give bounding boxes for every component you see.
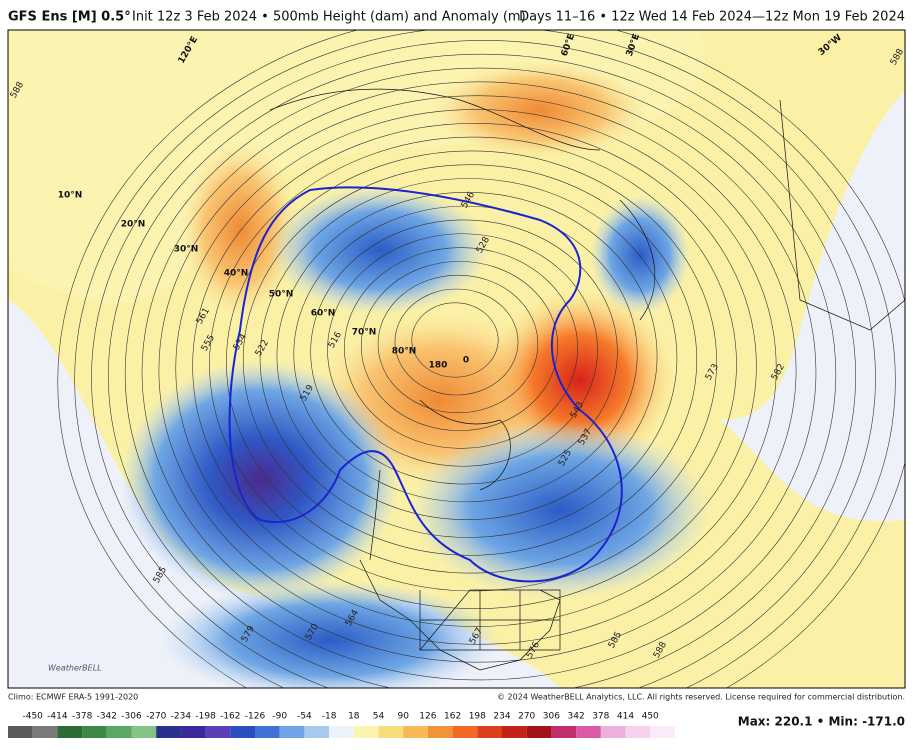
colorbar-tick: 342 [568, 712, 585, 722]
colorbar-tick: -414 [47, 712, 68, 722]
colorbar-swatch [477, 726, 502, 738]
contour-line [394, 288, 519, 396]
latitude-label: 80°N [392, 347, 417, 357]
colorbar-swatch [180, 726, 206, 738]
colorbar-tick: -18 [322, 712, 337, 722]
max-min: Max: 220.1 • Min: -171.0 [738, 715, 905, 729]
colorbar-tick: 198 [469, 712, 486, 722]
colorbar-swatch [8, 726, 33, 738]
colorbar-tick: 306 [543, 712, 560, 722]
contour-line [175, 109, 777, 627]
colorbar-tick: 270 [518, 712, 535, 722]
colorbar-swatch [526, 726, 552, 738]
header-title: Init 12z 3 Feb 2024 • 500mb Height (dam)… [132, 10, 526, 25]
colorbar-swatch [650, 726, 675, 738]
latitude-label: 50°N [269, 290, 294, 300]
contour-line [377, 274, 539, 414]
colorbar-swatch [57, 726, 83, 738]
latitude-label: 60°N [311, 309, 336, 319]
contour-line [411, 302, 499, 378]
contour-line [310, 219, 618, 485]
contour-line [209, 136, 737, 592]
contour-line [360, 261, 559, 431]
contour-line [192, 122, 757, 610]
map-frame [7, 29, 906, 689]
colorbar-swatch [378, 726, 404, 738]
colorbar-tick: -90 [272, 712, 287, 722]
colorbar-swatch [353, 726, 379, 738]
coastlines [269, 88, 905, 671]
colorbar-swatch [131, 726, 157, 738]
colorbar-tick: 126 [419, 712, 436, 722]
contour-line [327, 233, 598, 467]
climo-note: Climo: ECMWF ERA-5 1991-2020 [8, 693, 138, 702]
latitude-label: 40°N [224, 269, 249, 279]
latitude-label: 10°N [58, 191, 83, 201]
reference-contour [228, 186, 623, 583]
colorbar-swatch [32, 726, 58, 738]
colorbar-swatch [403, 726, 428, 738]
colorbar-swatch [576, 726, 601, 738]
colorbar-tick: -162 [220, 712, 240, 722]
contour-line [242, 164, 698, 556]
latitude-label: 30°N [174, 245, 199, 255]
colorbar-tick: 414 [617, 712, 634, 722]
valid-time: Days 11–16 • 12z Wed 14 Feb 2024—12z Mon… [519, 10, 905, 25]
copyright: © 2024 WeatherBELL Analytics, LLC. All r… [497, 693, 905, 702]
colorbar-swatch [205, 726, 231, 738]
colorbar: -450 -414 -378 -342 -306 -270 -234 -198 -162 -126… [8, 712, 675, 738]
colorbar-swatch [427, 726, 453, 738]
contour-line [344, 247, 578, 449]
contour-line [276, 192, 658, 520]
contour-line [158, 95, 797, 645]
colorbar-tick: -378 [72, 712, 93, 722]
contour-line [141, 81, 817, 663]
contour-line [57, 30, 905, 688]
contour-line [91, 40, 876, 688]
colorbar-tick: 18 [348, 712, 360, 722]
contour-line [74, 30, 896, 688]
colorbar-tick: -306 [121, 712, 142, 722]
colorbar-tick: -234 [171, 712, 192, 722]
colorbar-swatch [106, 726, 132, 738]
latitude-label: 20°N [121, 220, 146, 230]
colorbar-swatch [551, 726, 577, 738]
colorbar-tick: 90 [397, 712, 409, 722]
colorbar-swatch [304, 726, 330, 738]
longitude-label: 180 [429, 361, 448, 371]
colorbar-tick: 234 [493, 712, 510, 722]
colorbar-tick: -126 [245, 712, 266, 722]
contour-line [293, 205, 638, 503]
colorbar-tick: -54 [297, 712, 312, 722]
colorbar-swatch [452, 726, 478, 738]
colorbar-tick: 54 [373, 712, 385, 722]
contour-line [226, 150, 717, 574]
colorbar-tick: -450 [22, 712, 43, 722]
colorbar-swatch [502, 726, 527, 738]
colorbar-tick: -342 [97, 712, 117, 722]
colorbar-swatch [82, 726, 107, 738]
latitude-label: 70°N [352, 328, 377, 338]
colorbar-tick: 162 [444, 712, 461, 722]
colorbar-swatch [625, 726, 651, 738]
colorbar-swatch [156, 726, 181, 738]
contour-line [259, 178, 678, 538]
contour-line [108, 54, 856, 688]
colorbar-swatch [600, 726, 626, 738]
colorbar-swatch [279, 726, 305, 738]
watermark: WeatherBELL [48, 664, 102, 673]
colorbar-tick: 378 [592, 712, 609, 722]
colorbar-swatch [230, 726, 255, 738]
colorbar-tick: -270 [146, 712, 167, 722]
model-name: GFS Ens [M] 0.5° [8, 10, 131, 25]
contour-line [124, 67, 837, 681]
colorbar-tick: 450 [642, 712, 659, 722]
longitude-label: 0 [463, 356, 469, 366]
colorbar-tick: -198 [195, 712, 216, 722]
height-contours [57, 30, 905, 688]
colorbar-swatch [255, 726, 280, 738]
colorbar-swatch [329, 726, 354, 738]
